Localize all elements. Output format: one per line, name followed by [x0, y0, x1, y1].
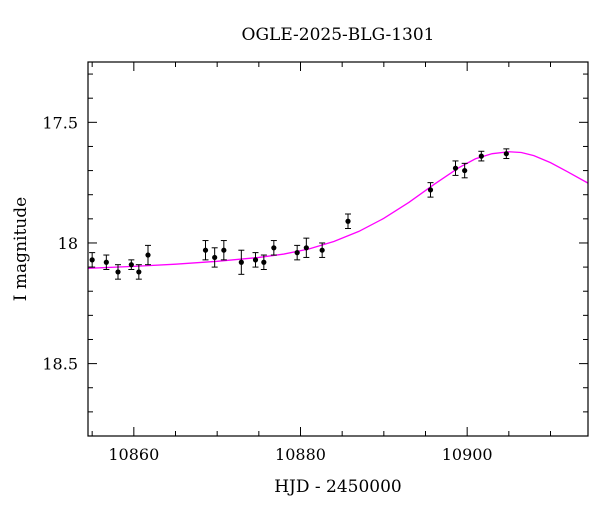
y-tick-label: 17.5 [42, 113, 78, 132]
data-point [461, 162, 468, 179]
point-marker [212, 254, 218, 261]
point-marker [221, 247, 227, 253]
data-point [303, 237, 310, 258]
point-marker [238, 259, 244, 265]
data-point [260, 254, 267, 271]
point-marker [345, 218, 351, 224]
data-point [294, 244, 301, 261]
data-point [211, 247, 218, 268]
x-axis-label: HJD - 2450000 [274, 477, 402, 497]
x-tick-label: 10900 [442, 445, 493, 464]
x-tick-labels: 10860 10880 10900 [108, 445, 492, 464]
model-curve-layer [87, 151, 589, 269]
y-axis-label: I magnitude [11, 197, 31, 301]
model-curve [87, 151, 589, 269]
plot-frame [87, 61, 589, 437]
point-marker [261, 259, 267, 265]
y-tick-label: 18.5 [42, 355, 78, 374]
point-marker [427, 187, 434, 193]
point-marker [462, 167, 468, 174]
point-marker [115, 269, 121, 275]
data-point [319, 242, 326, 258]
data-point [89, 252, 96, 268]
point-marker [145, 252, 151, 258]
x-tick-label: 10880 [275, 445, 326, 464]
point-marker [294, 250, 300, 256]
y-tick-labels: 17.5 18 18.5 [42, 113, 78, 373]
chart-title: OGLE-2025-BLG-1301 [242, 25, 435, 45]
data-point [270, 240, 277, 256]
point-marker [503, 151, 509, 157]
point-marker [478, 153, 484, 159]
data-point [103, 254, 110, 271]
data-point [115, 264, 121, 280]
x-tick-label: 10860 [108, 445, 159, 464]
y-tick-label: 18 [58, 234, 78, 253]
point-marker [271, 245, 277, 251]
data-point [452, 160, 459, 176]
data-points-layer [89, 148, 510, 280]
point-marker [103, 259, 109, 265]
data-point [202, 240, 209, 261]
point-marker [128, 262, 134, 268]
point-marker [202, 247, 209, 253]
data-point [345, 213, 351, 229]
data-point [503, 148, 510, 160]
data-point [135, 264, 142, 280]
data-point [427, 182, 434, 198]
data-point [128, 259, 135, 271]
point-marker [136, 269, 142, 275]
data-point [478, 150, 485, 162]
axis-ticks [88, 62, 588, 437]
point-marker [252, 257, 259, 263]
point-marker [319, 247, 325, 253]
data-point [220, 240, 227, 261]
point-marker [303, 245, 309, 251]
point-marker [89, 257, 95, 263]
data-point [145, 244, 151, 266]
data-point [252, 252, 259, 268]
data-point [238, 249, 245, 275]
point-marker [452, 165, 459, 171]
